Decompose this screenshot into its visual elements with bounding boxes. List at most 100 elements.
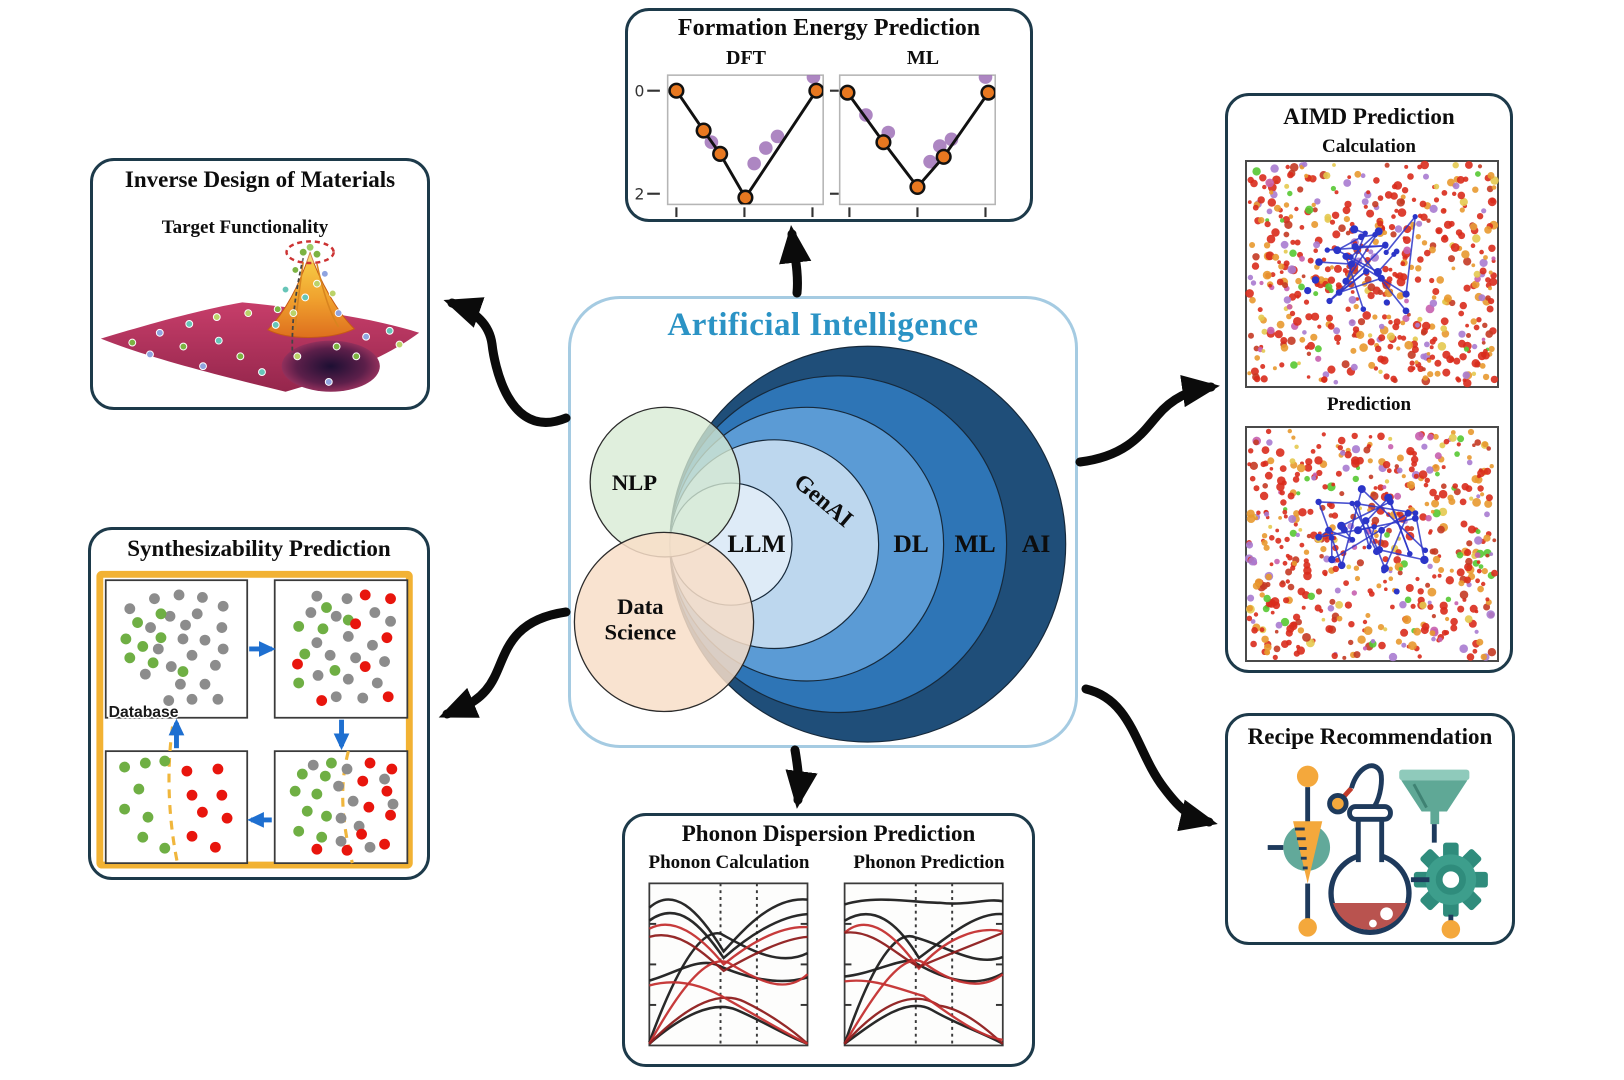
material-dot: [321, 602, 332, 613]
material-dot: [326, 757, 337, 769]
nlp-label: NLP: [612, 470, 657, 495]
material-dot: [155, 632, 167, 644]
plot-panel-dft: [668, 75, 824, 205]
material-dot: [330, 610, 342, 622]
material-dot: [356, 828, 367, 840]
hull-point: [839, 84, 856, 101]
material-dot: [142, 811, 154, 823]
aimd-prediction-label: Prediction: [1326, 394, 1412, 415]
aimd-prediction-box: AIMD Prediction Calculation Prediction: [1225, 93, 1513, 673]
material-dot: [341, 593, 353, 605]
material-dot: [386, 763, 398, 775]
ring-label-dl: DL: [893, 529, 929, 558]
chemistry-recipe-icon: [1267, 763, 1488, 939]
hull-point: [712, 145, 729, 162]
material-dot: [289, 785, 301, 797]
hull-point: [695, 122, 712, 139]
material-dot: [155, 608, 167, 620]
aimd-title: AIMD Prediction: [1283, 104, 1455, 129]
material-dot: [381, 785, 393, 797]
material-dot: [357, 775, 369, 787]
material-dot: [321, 810, 332, 822]
hull-point: [737, 189, 754, 205]
arrow-center-to-recipe: [1081, 684, 1218, 832]
material-dot: [163, 695, 175, 706]
material-dot: [152, 643, 164, 655]
material-dot: [145, 622, 156, 633]
material-dot: [359, 589, 371, 601]
phonon-branch: [844, 979, 1003, 1041]
node-dot: [1298, 918, 1317, 937]
material-dot: [347, 795, 359, 807]
material-dot: [333, 780, 344, 792]
arrow-center-to-synthesizability: [438, 607, 571, 719]
md-snapshot-frame: [1245, 160, 1499, 388]
hull-point: [909, 178, 926, 195]
phonon-branch: [649, 981, 809, 1045]
material-dot: [159, 755, 171, 767]
material-dot: [385, 593, 396, 605]
scatter-point: [978, 75, 993, 84]
phonon-branch: [649, 934, 808, 973]
material-dot: [363, 801, 375, 813]
material-dot: [311, 843, 323, 855]
material-dot: [199, 678, 211, 690]
phonon-branch: [843, 997, 1004, 1045]
descent-dashed-line: [291, 257, 305, 355]
recipe-recommendation-box: Recipe Recommendation: [1225, 713, 1515, 945]
material-dot: [209, 659, 221, 671]
phonon-branch: [843, 923, 1004, 971]
material-dot: [379, 773, 390, 785]
artificial-intelligence-title: Artificial Intelligence: [667, 307, 979, 343]
phonon-branch: [648, 898, 808, 954]
material-dot: [149, 593, 160, 605]
material-dot: [137, 831, 149, 843]
phonon-dispersion-box: Phonon Dispersion Prediction Phonon Calc…: [622, 813, 1035, 1067]
scatter-point: [759, 141, 773, 155]
peak-ridge-line: [316, 263, 340, 328]
material-dot: [364, 841, 376, 853]
decision-boundary-dashed: [167, 726, 179, 864]
target-functionality-label: Target Functionality: [161, 217, 329, 238]
gear-icon: [1413, 842, 1488, 917]
material-dot: [357, 692, 369, 704]
tube-curve: [1349, 763, 1384, 807]
material-dot: [292, 658, 303, 670]
liquid-bubble: [1369, 919, 1377, 928]
aimd-prediction-image: [1245, 426, 1499, 662]
material-dot: [364, 757, 376, 769]
liquid-bubble: [1380, 907, 1393, 921]
phonon-branch: [844, 931, 1004, 969]
funnel-spout: [1430, 811, 1440, 825]
material-dot: [186, 789, 198, 801]
phonon-dispersion-title: Phonon Dispersion Prediction: [681, 821, 976, 846]
scatter-point: [806, 75, 821, 84]
surface-peak: [267, 250, 356, 338]
material-dot: [173, 589, 185, 601]
peak-ridge-line: [294, 261, 305, 331]
material-dot: [311, 590, 323, 602]
material-dot: [350, 652, 361, 664]
data-science-label-line2: Science: [605, 620, 677, 645]
polaron-cluster: [1304, 214, 1418, 315]
material-dot: [335, 835, 347, 847]
material-dot: [316, 695, 328, 706]
ring-label-ml: ML: [954, 529, 995, 558]
phonon-branch: [648, 960, 809, 1045]
arrow-center-to-inverse-design: [443, 297, 571, 427]
phonon-branch: [844, 898, 1004, 906]
atom-dots: [1245, 428, 1498, 662]
material-dot: [217, 600, 229, 612]
material-dot: [181, 765, 193, 777]
material-dot: [342, 673, 354, 685]
scatter-point: [747, 156, 761, 171]
phonon-dispersion-plots: [648, 882, 1004, 1047]
material-dot: [120, 633, 132, 645]
material-dot: [217, 643, 229, 655]
phonon-branch: [843, 912, 1003, 960]
material-dot: [132, 617, 143, 628]
material-dot: [317, 623, 329, 635]
material-dot: [293, 677, 305, 689]
